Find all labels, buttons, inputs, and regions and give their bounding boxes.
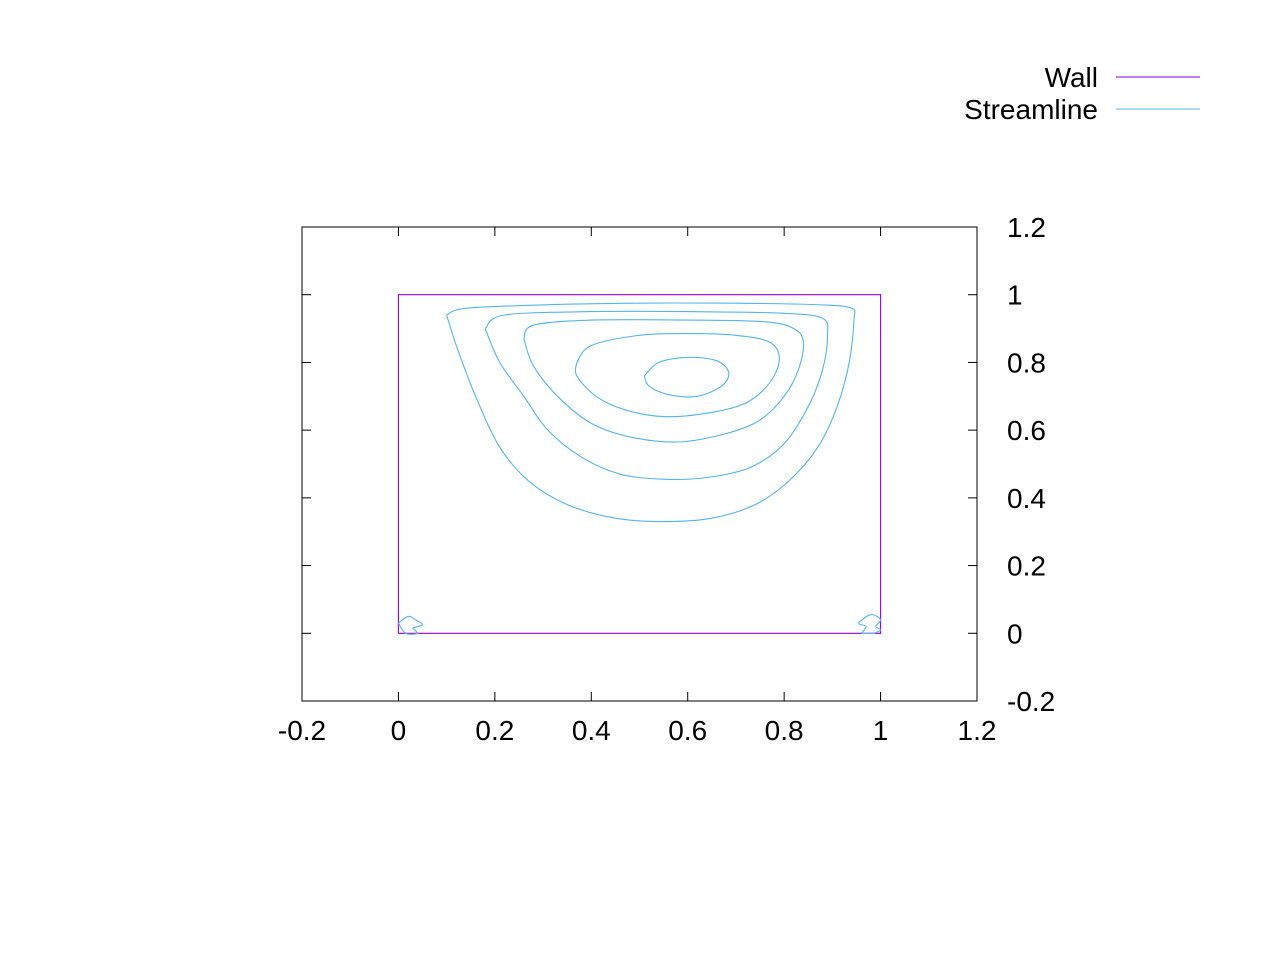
x-tick-label: 0 — [391, 715, 407, 746]
y-tick-label: 0 — [1007, 618, 1023, 649]
streamline-contour — [643, 356, 730, 398]
x-tick-label: 0.2 — [475, 715, 514, 746]
wall-line — [397, 294, 882, 634]
y-tick-label: 0.2 — [1007, 551, 1046, 582]
x-tick-labels: -0.2 0 0.2 0.4 0.6 0.8 1 1.2 — [278, 715, 997, 746]
plot-frame — [301, 226, 978, 702]
y-tick-label: 0.6 — [1007, 415, 1046, 446]
y-tick-label: -0.2 — [1007, 686, 1055, 717]
axis-ticks — [301, 226, 978, 702]
x-tick-label: 0.4 — [572, 715, 611, 746]
y-tick-label: 1.2 — [1007, 212, 1046, 243]
x-tick-label: 0.8 — [765, 715, 804, 746]
x-tick-label: 1 — [873, 715, 889, 746]
legend-label: Wall — [1045, 62, 1098, 93]
series-layer — [397, 294, 882, 635]
streamline-contour — [858, 614, 882, 635]
series-wall — [397, 294, 882, 634]
y-tick-label: 1 — [1007, 280, 1023, 311]
x-tick-label: 0.6 — [668, 715, 707, 746]
legend-label: Streamline — [964, 94, 1098, 125]
streamline-contour — [523, 319, 805, 443]
y-tick-label: 0.8 — [1007, 347, 1046, 378]
streamline-contour — [574, 333, 780, 418]
x-tick-label: 1.2 — [958, 715, 997, 746]
streamline-contour — [484, 310, 829, 481]
series-streamline — [397, 302, 882, 635]
streamline-contour — [446, 302, 856, 523]
streamline-contour — [397, 615, 424, 635]
y-tick-labels: -0.2 0 0.2 0.4 0.6 0.8 1 1.2 — [1007, 212, 1055, 717]
x-tick-label: -0.2 — [278, 715, 326, 746]
y-tick-label: 0.4 — [1007, 483, 1046, 514]
